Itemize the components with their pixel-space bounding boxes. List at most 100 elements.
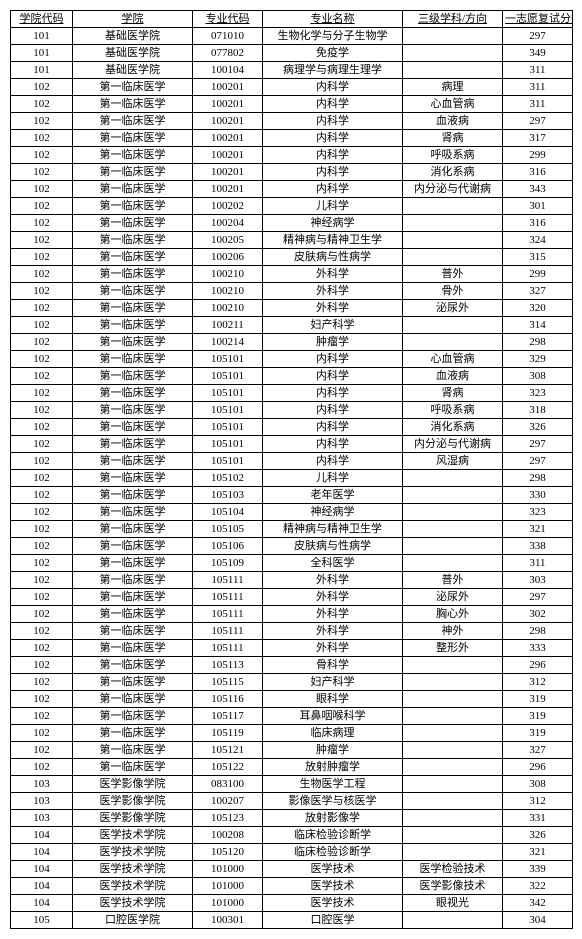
table-cell: 内科学 — [263, 181, 403, 198]
table-row: 102第一临床医学105111外科学泌尿外297 — [11, 589, 573, 606]
table-cell: 第一临床医学 — [73, 623, 193, 640]
table-cell: 消化系病 — [403, 164, 503, 181]
table-row: 104医学技术学院101000医学技术医学检验技术339 — [11, 861, 573, 878]
table-cell: 肾病 — [403, 130, 503, 147]
table-cell: 102 — [11, 657, 73, 674]
table-cell: 神经病学 — [263, 215, 403, 232]
table-cell — [403, 912, 503, 929]
table-cell: 医学技术 — [263, 861, 403, 878]
table-cell — [403, 232, 503, 249]
table-cell: 内科学 — [263, 368, 403, 385]
table-cell: 100104 — [193, 62, 263, 79]
table-cell: 临床检验诊断学 — [263, 844, 403, 861]
table-cell: 102 — [11, 691, 73, 708]
table-row: 102第一临床医学100204神经病学316 — [11, 215, 573, 232]
table-cell: 100201 — [193, 113, 263, 130]
table-cell: 322 — [503, 878, 573, 895]
table-row: 102第一临床医学105103老年医学330 — [11, 487, 573, 504]
table-row: 102第一临床医学105101内科学血液病308 — [11, 368, 573, 385]
table-cell: 眼视光 — [403, 895, 503, 912]
table-cell: 口腔医学院 — [73, 912, 193, 929]
table-cell: 102 — [11, 283, 73, 300]
table-cell — [403, 691, 503, 708]
table-cell: 第一临床医学 — [73, 470, 193, 487]
table-cell: 100214 — [193, 334, 263, 351]
table-cell: 外科学 — [263, 589, 403, 606]
table-cell: 105102 — [193, 470, 263, 487]
table-cell: 100210 — [193, 283, 263, 300]
table-cell: 全科医学 — [263, 555, 403, 572]
table-cell: 内科学 — [263, 164, 403, 181]
table-cell: 102 — [11, 572, 73, 589]
table-cell: 第一临床医学 — [73, 606, 193, 623]
table-cell: 医学检验技术 — [403, 861, 503, 878]
table-cell: 105106 — [193, 538, 263, 555]
table-cell — [403, 708, 503, 725]
table-cell: 296 — [503, 759, 573, 776]
table-cell — [403, 45, 503, 62]
table-cell: 第一临床医学 — [73, 96, 193, 113]
table-cell: 102 — [11, 79, 73, 96]
table-cell: 104 — [11, 861, 73, 878]
table-cell — [403, 810, 503, 827]
table-cell: 299 — [503, 147, 573, 164]
table-cell: 骨科学 — [263, 657, 403, 674]
table-cell: 083100 — [193, 776, 263, 793]
table-cell: 317 — [503, 130, 573, 147]
table-cell: 316 — [503, 164, 573, 181]
table-cell: 第一临床医学 — [73, 759, 193, 776]
table-cell: 102 — [11, 436, 73, 453]
table-cell: 105120 — [193, 844, 263, 861]
table-cell — [403, 249, 503, 266]
table-cell: 外科学 — [263, 266, 403, 283]
table-cell: 外科学 — [263, 640, 403, 657]
table-cell: 第一临床医学 — [73, 555, 193, 572]
table-cell: 102 — [11, 113, 73, 130]
table-cell: 296 — [503, 657, 573, 674]
table-cell: 胸心外 — [403, 606, 503, 623]
table-cell: 第一临床医学 — [73, 351, 193, 368]
table-cell: 102 — [11, 266, 73, 283]
table-cell — [403, 793, 503, 810]
table-cell: 297 — [503, 28, 573, 45]
table-cell: 105109 — [193, 555, 263, 572]
table-row: 103医学影像学院083100生物医学工程308 — [11, 776, 573, 793]
table-cell: 312 — [503, 674, 573, 691]
table-row: 102第一临床医学100201内科学消化系病316 — [11, 164, 573, 181]
table-cell: 333 — [503, 640, 573, 657]
table-cell: 100301 — [193, 912, 263, 929]
table-cell: 医学技术学院 — [73, 861, 193, 878]
table-row: 102第一临床医学105101内科学内分泌与代谢病297 — [11, 436, 573, 453]
table-row: 102第一临床医学105121肿瘤学327 — [11, 742, 573, 759]
table-cell — [403, 504, 503, 521]
table-cell: 第一临床医学 — [73, 708, 193, 725]
table-row: 102第一临床医学105104神经病学323 — [11, 504, 573, 521]
table-row: 102第一临床医学100201内科学呼吸系病299 — [11, 147, 573, 164]
table-cell: 102 — [11, 249, 73, 266]
table-cell: 呼吸系病 — [403, 147, 503, 164]
table-cell: 326 — [503, 827, 573, 844]
table-cell: 内科学 — [263, 351, 403, 368]
table-cell: 327 — [503, 742, 573, 759]
table-cell: 102 — [11, 504, 73, 521]
table-cell: 101 — [11, 28, 73, 45]
table-cell: 第一临床医学 — [73, 147, 193, 164]
table-cell: 第一临床医学 — [73, 640, 193, 657]
table-cell: 外科学 — [263, 606, 403, 623]
table-cell: 第一临床医学 — [73, 198, 193, 215]
table-row: 102第一临床医学105101内科学肾病323 — [11, 385, 573, 402]
table-cell: 304 — [503, 912, 573, 929]
table-row: 105口腔医学院100301口腔医学304 — [11, 912, 573, 929]
table-cell: 102 — [11, 147, 73, 164]
table-cell — [403, 844, 503, 861]
table-row: 102第一临床医学105111外科学整形外333 — [11, 640, 573, 657]
table-cell: 101 — [11, 62, 73, 79]
table-cell: 儿科学 — [263, 198, 403, 215]
table-cell: 第一临床医学 — [73, 725, 193, 742]
admission-score-table: 学院代码 学院 专业代码 专业名称 三级学科/方向 一志愿复试分数线 101基础… — [10, 10, 573, 929]
table-cell: 医学技术学院 — [73, 878, 193, 895]
table-cell: 第一临床医学 — [73, 521, 193, 538]
table-cell — [403, 521, 503, 538]
table-row: 102第一临床医学100202儿科学301 — [11, 198, 573, 215]
table-cell: 妇产科学 — [263, 317, 403, 334]
